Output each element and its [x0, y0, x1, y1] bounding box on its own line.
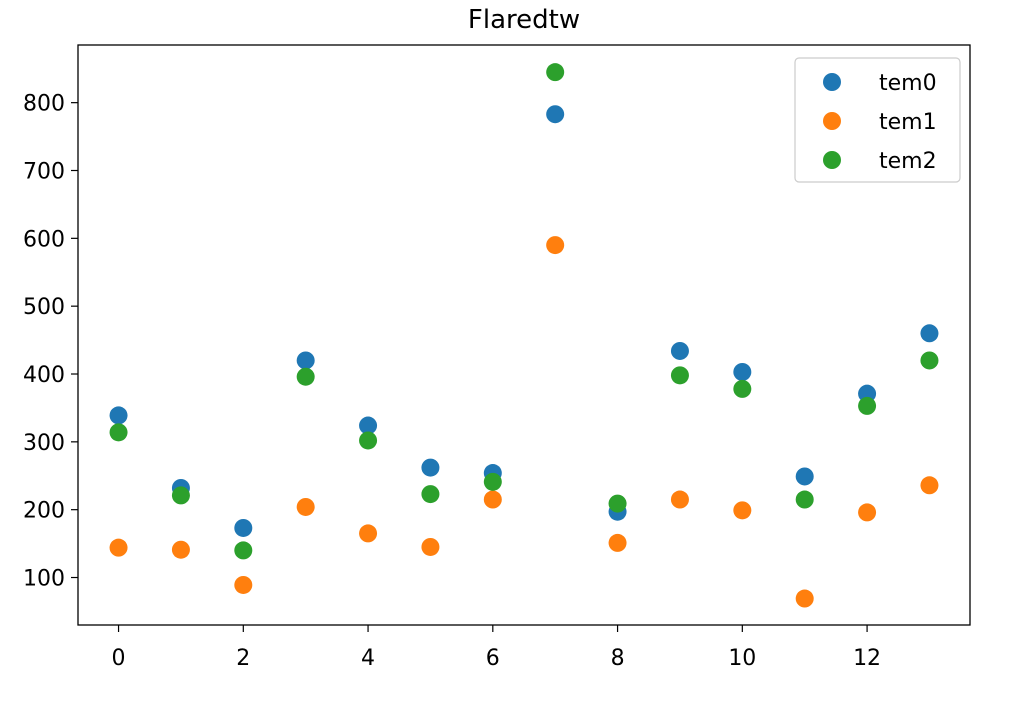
data-point-tem1 — [795, 589, 814, 608]
y-tick-label: 400 — [23, 363, 65, 388]
data-point-tem2 — [920, 351, 939, 370]
data-point-tem2 — [670, 366, 689, 385]
y-tick-label: 800 — [23, 92, 65, 117]
data-point-tem2 — [296, 367, 315, 386]
y-tick-label: 300 — [23, 431, 65, 456]
legend-marker-tem2 — [823, 151, 841, 169]
data-point-tem2 — [733, 379, 752, 398]
legend-label-tem0: tem0 — [879, 71, 937, 96]
plot-frame — [77, 44, 971, 626]
legend-label-tem1: tem1 — [879, 110, 937, 135]
x-tick-label: 4 — [361, 646, 375, 671]
x-tick-label: 2 — [236, 646, 250, 671]
data-point-tem0 — [546, 105, 565, 124]
data-point-tem0 — [920, 324, 939, 343]
data-point-tem0 — [795, 467, 814, 486]
data-point-tem0 — [109, 406, 128, 425]
data-point-tem0 — [296, 351, 315, 370]
legend-label-tem2: tem2 — [879, 149, 937, 174]
data-point-tem1 — [920, 476, 939, 495]
data-point-tem0 — [234, 518, 253, 537]
chart-title: Flaredtw — [468, 5, 580, 35]
data-point-tem2 — [483, 472, 502, 491]
data-point-tem1 — [483, 490, 502, 509]
data-point-tem1 — [858, 503, 877, 522]
data-point-tem1 — [608, 533, 627, 552]
x-tick-label: 10 — [728, 646, 756, 671]
data-point-tem2 — [109, 423, 128, 442]
data-point-tem2 — [608, 494, 627, 513]
legend-marker-tem0 — [823, 73, 841, 91]
y-tick-label: 500 — [23, 295, 65, 320]
data-point-tem1 — [421, 537, 440, 556]
data-point-tem0 — [733, 362, 752, 381]
data-point-tem1 — [733, 501, 752, 520]
x-tick-label: 6 — [486, 646, 500, 671]
x-tick-label: 12 — [853, 646, 881, 671]
legend-marker-tem1 — [823, 112, 841, 130]
data-point-tem0 — [359, 416, 378, 435]
data-point-tem2 — [546, 63, 565, 82]
data-point-tem0 — [421, 458, 440, 477]
plot-border — [77, 44, 971, 626]
data-point-tem1 — [546, 236, 565, 255]
x-tick-label: 8 — [611, 646, 625, 671]
data-point-tem2 — [359, 431, 378, 450]
data-point-tem0 — [670, 341, 689, 360]
data-point-tem2 — [234, 541, 253, 560]
data-point-tem1 — [359, 524, 378, 543]
data-point-tem2 — [795, 490, 814, 509]
data-point-tem2 — [858, 396, 877, 415]
data-point-tem1 — [670, 490, 689, 509]
x-tick-label: 0 — [112, 646, 126, 671]
axes: 0 2 4 6 8 10 12 100 200 300 400 500 600 700 800 — [23, 92, 881, 671]
data-point-tem2 — [171, 486, 190, 505]
data-point-tem2 — [421, 485, 440, 504]
y-tick-label: 200 — [23, 499, 65, 524]
y-tick-label: 600 — [23, 227, 65, 252]
data-point-tem1 — [109, 538, 128, 557]
y-tick-label: 100 — [23, 567, 65, 592]
data-point-tem1 — [296, 497, 315, 516]
data-point-tem1 — [234, 575, 253, 594]
data-point-tem1 — [171, 540, 190, 559]
y-tick-label: 700 — [23, 159, 65, 184]
legend: tem0 tem1 tem2 — [794, 57, 961, 183]
data-points — [109, 63, 939, 608]
